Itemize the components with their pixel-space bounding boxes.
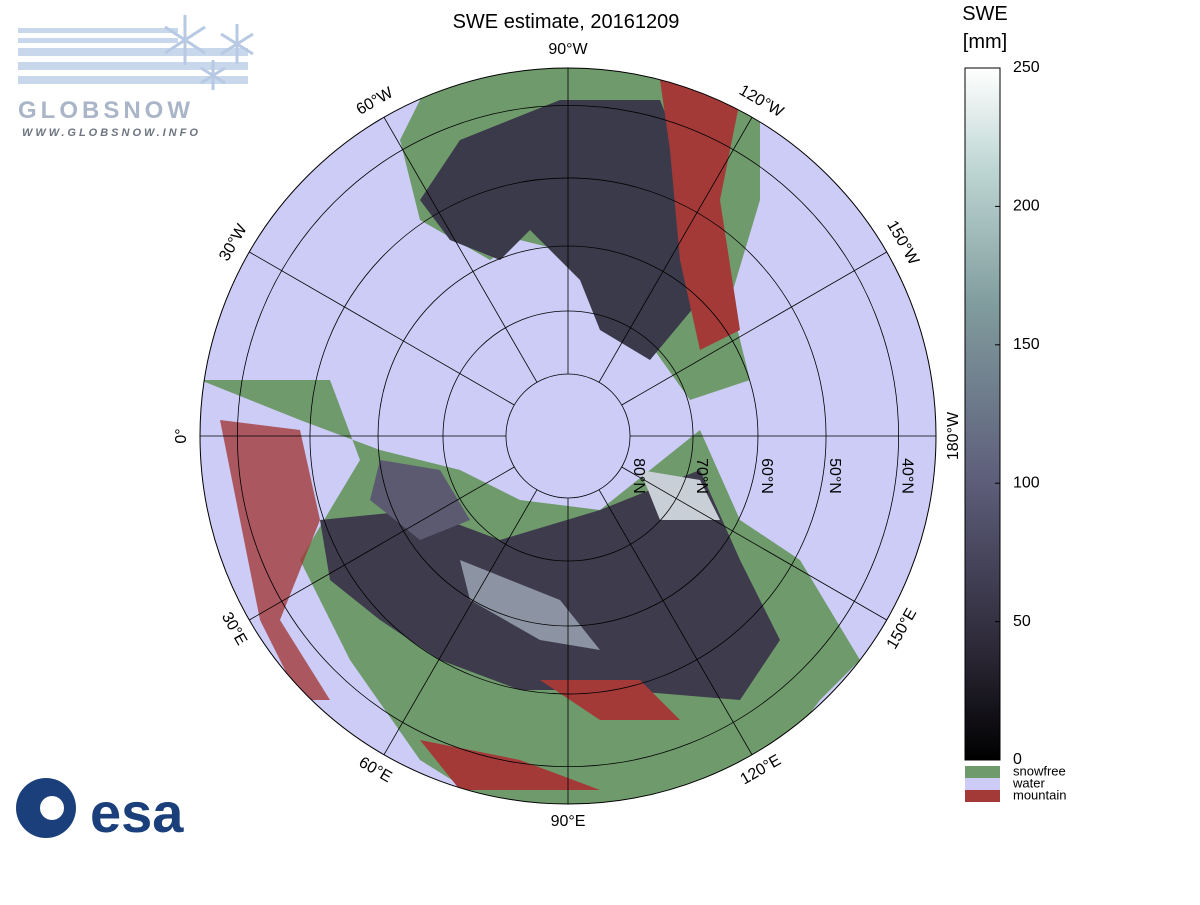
colorbar-title: [mm]: [963, 31, 1007, 53]
colorbar-tick-label: 200: [1013, 198, 1040, 215]
title: SWE estimate, 20161209: [453, 11, 680, 33]
colorbar: [964, 67, 1001, 761]
parallel-label: 40°N: [898, 458, 915, 494]
globsnow-logo: GLOBSNOW WWW.GLOBSNOW.INFO: [18, 15, 254, 139]
colorbar-title: SWE: [962, 3, 1008, 25]
meridian: [621, 466, 887, 621]
meridian: [598, 117, 753, 383]
colorbar-tick-label: 150: [1013, 336, 1040, 353]
parallel-label: 60°N: [758, 458, 775, 494]
meridian: [383, 117, 538, 383]
logo-url: WWW.GLOBSNOW.INFO: [22, 127, 201, 139]
meridian: [249, 466, 515, 621]
meridian-label: 90°E: [551, 813, 586, 830]
class-swatch: [965, 790, 1000, 802]
colorbar-tick-label: 0: [1013, 751, 1022, 768]
class-label: snowfree: [1013, 763, 1066, 778]
class-label: mountain: [1013, 787, 1066, 802]
colorbar-tick-label: 50: [1013, 613, 1031, 630]
meridian-label: 30°E: [218, 610, 250, 649]
colorbar-tick-label: 100: [1013, 474, 1040, 491]
meridian: [598, 489, 753, 755]
meridian-label: 0°: [173, 428, 190, 443]
parallel-label: 80°N: [630, 458, 647, 494]
meridian: [249, 251, 515, 406]
meridian-label: 90°W: [548, 41, 588, 58]
class-label: water: [1012, 775, 1045, 790]
meridian: [383, 489, 538, 755]
class-swatch: [965, 766, 1000, 778]
parallel-label: 50°N: [826, 458, 843, 494]
logo-agency: esa: [90, 781, 184, 844]
parallel-label: 70°N: [693, 458, 710, 494]
logo-name: GLOBSNOW: [18, 97, 194, 124]
class-swatch: [965, 778, 1000, 790]
meridian-label: 60°E: [356, 754, 395, 786]
esa-logo: esa: [16, 778, 184, 844]
colorbar-tick-label: 250: [1013, 59, 1040, 76]
map: [200, 68, 936, 804]
meridian-label: 180°W: [945, 411, 962, 460]
meridian: [621, 251, 887, 406]
